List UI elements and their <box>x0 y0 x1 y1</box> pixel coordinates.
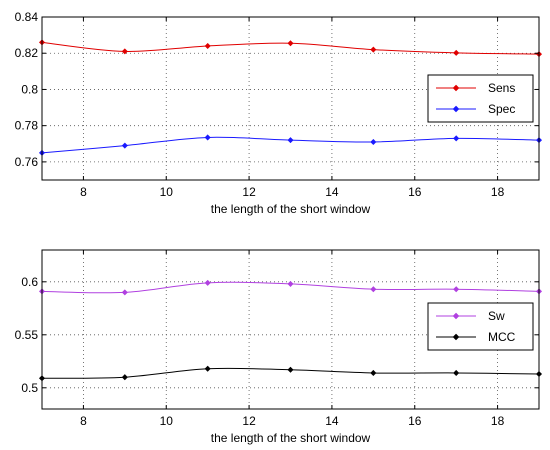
legend-entry-spec: Spec <box>436 102 515 116</box>
legend-entry-sens: Sens <box>436 81 515 95</box>
data-point <box>287 137 294 144</box>
x-tick-label: 14 <box>325 185 339 199</box>
data-point <box>453 135 460 142</box>
x-tick-label: 12 <box>242 185 256 199</box>
chart-2: 8 10 12 14 16 18 0.5 0.55 0.6 the length of the s… <box>15 249 543 445</box>
legend-marker <box>452 333 460 341</box>
data-point <box>370 369 377 376</box>
data-point <box>121 142 128 149</box>
legend-entry-mcc: MCC <box>436 330 516 344</box>
data-point <box>287 366 294 373</box>
legend-marker <box>452 312 460 320</box>
legend-box <box>427 302 534 351</box>
data-point <box>204 365 211 372</box>
chart-1: 8 10 12 14 16 18 0.76 0.78 0.8 0.82 0.84 the length… <box>15 10 543 216</box>
x-axis-label: the length of the short window <box>211 202 371 216</box>
x-tick-label: 10 <box>160 414 174 428</box>
data-point <box>287 280 294 287</box>
data-point <box>453 369 460 376</box>
data-point <box>204 42 211 50</box>
y-tick-label: 0.82 <box>15 46 39 60</box>
legend: Sens Spec <box>427 74 534 123</box>
axes-frame <box>41 16 540 181</box>
x-axis-label: the length of the short window <box>211 431 371 445</box>
x-tick-label: 8 <box>80 414 87 428</box>
data-point <box>287 40 294 47</box>
x-tick-label: 16 <box>408 185 422 199</box>
x-tick-label: 12 <box>242 414 256 428</box>
legend-label: MCC <box>488 330 516 344</box>
legend-marker <box>452 84 460 92</box>
data-point <box>370 286 377 293</box>
y-tick-label: 0.78 <box>15 119 39 133</box>
data-point <box>370 138 377 145</box>
legend-entry-sw: Sw <box>436 309 505 323</box>
y-tick-label: 0.5 <box>21 381 38 395</box>
legend: Sw MCC <box>427 302 534 351</box>
axes-frame <box>41 249 540 410</box>
data-point <box>453 286 460 293</box>
data-point <box>204 279 211 286</box>
y-tick-label: 0.8 <box>21 82 38 96</box>
data-point <box>453 49 460 56</box>
x-tick-label: 18 <box>491 414 505 428</box>
data-point <box>121 289 128 296</box>
legend-marker <box>452 105 460 113</box>
legend-label: Sw <box>488 309 505 323</box>
y-tick-label: 0.6 <box>21 275 38 289</box>
y-tick-label: 0.84 <box>15 10 39 24</box>
x-tick-label: 10 <box>160 185 174 199</box>
legend-label: Sens <box>488 81 515 95</box>
x-tick-label: 16 <box>408 414 422 428</box>
data-point <box>121 374 128 381</box>
y-tick-label: 0.55 <box>15 328 39 342</box>
data-point <box>121 48 128 55</box>
legend-box <box>427 74 534 123</box>
data-point <box>204 134 211 141</box>
x-tick-label: 8 <box>80 185 87 199</box>
legend-label: Spec <box>488 102 515 116</box>
x-tick-label: 18 <box>491 185 505 199</box>
data-point <box>370 46 377 53</box>
x-tick-label: 14 <box>325 414 339 428</box>
y-tick-label: 0.76 <box>15 155 39 169</box>
